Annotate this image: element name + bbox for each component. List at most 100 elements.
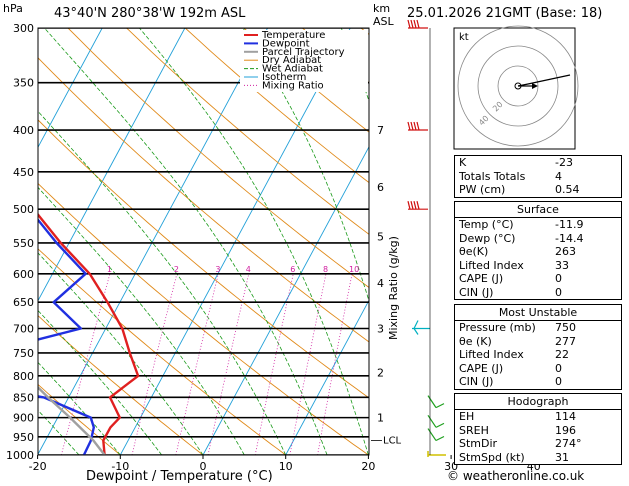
- indices-section: K -23 Totals Totals 4 PW (cm) 0.54: [455, 156, 621, 197]
- mixing-ratio-line: [60, 273, 111, 455]
- mixing-ratio-label: 8: [323, 265, 328, 274]
- mixing-ratio-label: 1: [107, 265, 112, 274]
- table-row: θe(K) 263: [459, 245, 576, 258]
- copyright: © weatheronline.co.uk: [447, 469, 585, 483]
- isotherm-line: [119, 28, 351, 455]
- pressure-tick-label: 750: [13, 347, 34, 360]
- pressure-tick-label: 900: [13, 412, 34, 425]
- mixing-ratio-line: [207, 273, 250, 455]
- series-parcel-trajectory: [38, 385, 106, 455]
- storm-motion-arrowhead: [532, 83, 538, 89]
- wind-barb: [427, 415, 437, 428]
- legend-label: Temperature: [261, 30, 325, 41]
- wind-barb: [427, 428, 437, 441]
- table-row: StmSpd (kt) 31: [459, 450, 569, 464]
- isotherm-line: [38, 28, 186, 302]
- dry-adiabat-line: [126, 28, 369, 235]
- pressure-tick-label: 550: [13, 237, 34, 250]
- table-row: CAPE (J) 0: [459, 272, 562, 285]
- wind-barb-flag: [410, 121, 414, 131]
- pressure-tick-label: 950: [13, 431, 34, 444]
- wind-barbs: [407, 19, 446, 457]
- mixing-ratio-label: 4: [246, 265, 251, 274]
- isotherm-line: [38, 28, 268, 455]
- table-row: CIN (J) 0: [459, 375, 562, 388]
- wind-barb-flag: [416, 19, 420, 29]
- table-row: PW (cm) 0.54: [459, 183, 580, 196]
- wind-barb-flag: [407, 19, 411, 29]
- pressure-tick-label: 450: [13, 166, 34, 179]
- wind-barb-flag: [410, 201, 414, 210]
- km-unit-label: km: [373, 2, 391, 15]
- surface-title: Surface: [455, 202, 621, 218]
- mixing-ratio-label: 3: [215, 265, 220, 274]
- surface-table: Surface Temp (°C) -11.9 Dewp (°C) -14.4 θe…: [454, 201, 622, 300]
- dry-adiabat-line: [38, 315, 204, 455]
- mixing-ratio-line: [317, 273, 353, 455]
- most-unstable-table: Most Unstable Pressure (mb) 750 θe (K) 277…: [454, 304, 622, 390]
- dry-adiabat-line: [184, 28, 369, 184]
- wind-barb-flag: [435, 422, 445, 428]
- pressure-tick-label: 600: [13, 268, 34, 281]
- wet-adiabat-line: [38, 186, 245, 455]
- km-tick-label: 1: [377, 412, 384, 425]
- wind-barb-flag: [416, 121, 420, 131]
- isotherm-line: [38, 28, 103, 149]
- table-row: K -23: [459, 156, 573, 169]
- indices-table: K -23 Totals Totals 4 PW (cm) 0.54: [454, 155, 622, 198]
- mixing-ratio-label: 20: [434, 265, 444, 274]
- hodograph-ring: [457, 25, 579, 147]
- wind-barb-flag: [435, 403, 445, 409]
- pressure-tick-label: 300: [13, 22, 34, 35]
- temp-tick-label: -20: [29, 460, 47, 473]
- km-tick-label: 7: [377, 124, 384, 137]
- pressure-tick-label: 350: [13, 77, 34, 90]
- table-row: Totals Totals 4: [459, 169, 562, 183]
- hodograph-frame: [453, 27, 576, 150]
- table-row: EH 114: [459, 410, 576, 423]
- wind-barb-flag: [413, 328, 419, 335]
- temp-tick-label: 0: [200, 460, 207, 473]
- x-axis-title: Dewpoint / Temperature (°C): [86, 469, 273, 484]
- wind-barb: [427, 395, 437, 408]
- table-row: StmDir 274°: [459, 437, 582, 450]
- dry-adiabat-line: [67, 28, 369, 289]
- km-tick-label: 6: [377, 181, 384, 194]
- pressure-tick-label: 650: [13, 296, 34, 309]
- table-row: Lifted Index 22: [459, 348, 569, 361]
- mixing-ratio-label: 10: [349, 265, 359, 274]
- hodograph-table: Hodograph EH 114 SREH 196 StmDir 274° StmSp…: [454, 393, 622, 465]
- km-tick-label: 3: [377, 323, 384, 336]
- pressure-tick-label: 700: [13, 323, 34, 336]
- most-unstable-title: Most Unstable: [455, 305, 621, 321]
- wind-barb-flag: [413, 201, 417, 210]
- legend-label: Wet Adiabat: [262, 64, 323, 75]
- table-row: CIN (J) 0: [459, 285, 562, 299]
- pressure-tick-label: 800: [13, 370, 34, 383]
- wet-adiabat-line: [242, 28, 369, 303]
- legend-label: Dry Adiabat: [262, 55, 321, 66]
- table-row: CAPE (J) 0: [459, 361, 562, 375]
- wind-barb-flag: [413, 19, 417, 29]
- mixing-ratio-label: 6: [290, 265, 295, 274]
- legend-label: Mixing Ratio: [262, 80, 324, 91]
- hodograph-title: Hodograph: [455, 394, 621, 410]
- table-row: Temp (°C) -11.9: [459, 218, 584, 231]
- table-row: Pressure (mb) 750: [459, 321, 576, 334]
- location-header: 43°40'N 280°38'W 192m ASL: [54, 6, 246, 21]
- mixing-ratio-line: [254, 273, 294, 455]
- km-tick-label: 2: [377, 367, 384, 380]
- hodograph-unit-label: kt: [459, 32, 469, 43]
- asl-unit-label: ASL: [373, 15, 394, 28]
- table-row: Dewp (°C) -14.4: [459, 231, 584, 245]
- axis-layer: 3003504004505005506006507007508008509009…: [6, 22, 541, 473]
- legend-label: Dewpoint: [262, 38, 310, 49]
- wet-adiabat-line: [38, 409, 80, 455]
- table-row: θe (K) 277: [459, 334, 576, 348]
- wind-barb-flag: [410, 19, 414, 29]
- wet-adiabat-line: [139, 28, 369, 455]
- pressure-tick-label: 1000: [6, 449, 34, 462]
- wind-barb-flag: [407, 201, 411, 210]
